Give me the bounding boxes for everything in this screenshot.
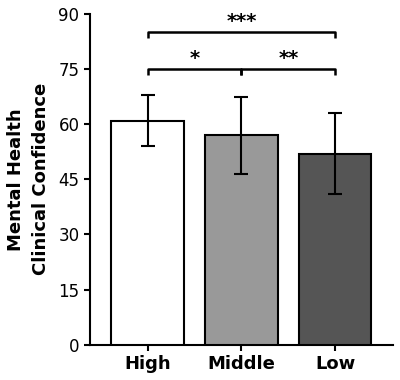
Bar xyxy=(112,120,184,345)
Y-axis label: Mental Health
Clinical Confidence: Mental Health Clinical Confidence xyxy=(7,83,50,276)
Bar xyxy=(205,135,278,345)
Text: *: * xyxy=(190,49,200,68)
Text: **: ** xyxy=(278,49,298,68)
Bar xyxy=(299,154,371,345)
Text: ***: *** xyxy=(226,12,257,31)
